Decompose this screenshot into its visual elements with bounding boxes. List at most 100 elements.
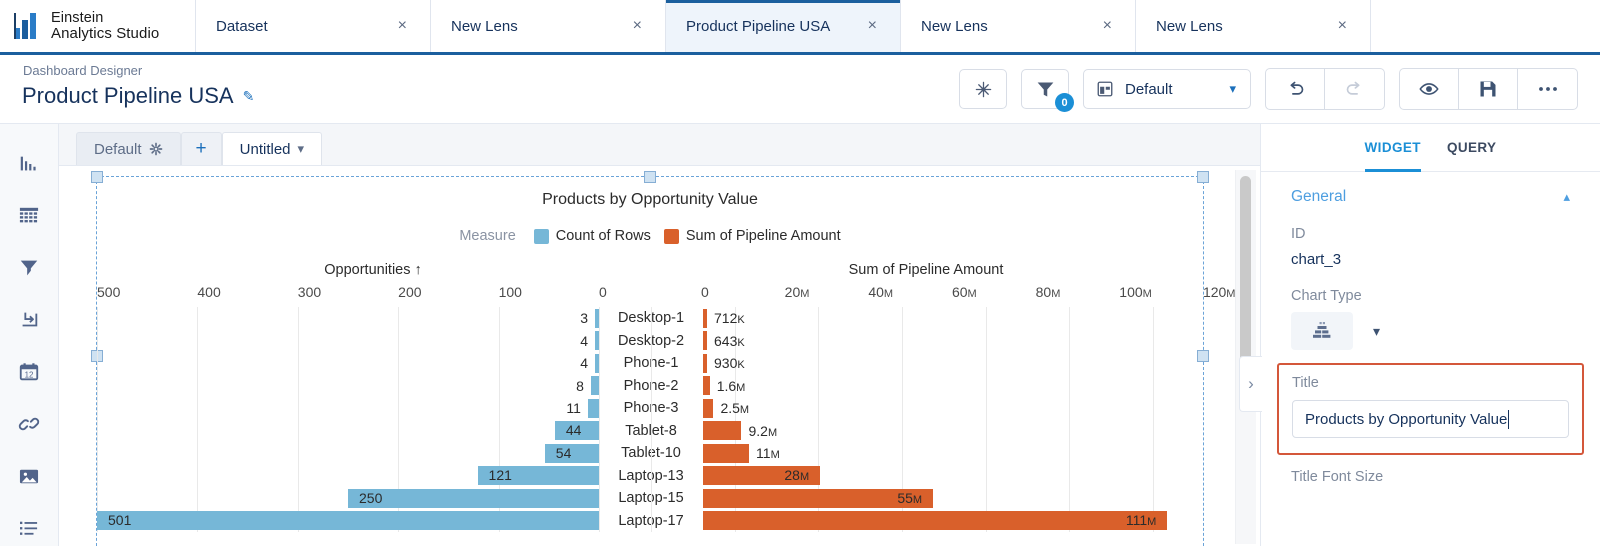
- bar-sum-of-pipeline-amount[interactable]: [703, 331, 707, 351]
- app-brand[interactable]: Einstein Analytics Studio: [0, 0, 196, 52]
- bar-sum-of-pipeline-amount[interactable]: 55M: [703, 488, 934, 508]
- rail-item-chart-widget[interactable]: [15, 150, 43, 178]
- pencil-icon[interactable]: ✎: [242, 87, 255, 104]
- gear-icon[interactable]: [149, 142, 163, 156]
- rail-item-filter-widget[interactable]: [15, 254, 43, 282]
- chart-title: Products by Opportunity Value: [542, 191, 758, 208]
- tab-widget[interactable]: WIDGET: [1365, 124, 1421, 172]
- bar-sum-of-pipeline-amount[interactable]: 111M: [703, 511, 1168, 531]
- undo-button[interactable]: [1266, 69, 1325, 109]
- chevron-down-icon[interactable]: ▾: [297, 141, 305, 156]
- canvas-scrollbar-thumb[interactable]: [1240, 176, 1251, 376]
- close-icon[interactable]: ×: [1102, 17, 1112, 34]
- bar-sum-of-pipeline-amount[interactable]: 28M: [703, 466, 821, 486]
- bar-count-of-rows[interactable]: 44: [554, 421, 599, 441]
- add-page-button[interactable]: +: [180, 132, 222, 165]
- rail-item-link-widget[interactable]: [15, 410, 43, 438]
- close-icon[interactable]: ×: [397, 17, 407, 34]
- chart-row[interactable]: 121 Laptop-13 28M: [97, 465, 1203, 488]
- bar-value-label: 4: [580, 332, 588, 349]
- properties-tabs: WIDGET QUERY: [1261, 124, 1600, 172]
- header-toolbar: 0 Default ▾: [959, 63, 1578, 112]
- general-section-header[interactable]: General ▴: [1291, 188, 1570, 206]
- close-icon[interactable]: ×: [632, 17, 642, 34]
- bar-count-of-rows[interactable]: 121: [477, 466, 599, 486]
- rail-item-image-widget[interactable]: [15, 462, 43, 490]
- bar-count-of-rows[interactable]: [595, 308, 599, 328]
- chart-row[interactable]: 54 Tablet-10 11M: [97, 442, 1203, 465]
- resize-handle-top-right[interactable]: [1197, 171, 1209, 183]
- widget-rail: 12: [0, 123, 59, 546]
- bar-value-label: 250: [359, 489, 383, 506]
- bar-value-label: 2.5M: [720, 400, 750, 417]
- filter-icon: [20, 260, 38, 276]
- bar-value-label: 4: [580, 355, 588, 372]
- bar-count-of-rows[interactable]: [594, 353, 599, 373]
- rail-item-date-widget[interactable]: 12: [15, 358, 43, 386]
- redo-button[interactable]: [1325, 69, 1384, 109]
- chart-row[interactable]: 8 Phone-2 1.6M: [97, 375, 1203, 398]
- legend-item-count-of-rows[interactable]: Count of Rows: [533, 228, 651, 244]
- chevron-down-icon[interactable]: ▾: [1373, 322, 1381, 339]
- bar-sum-of-pipeline-amount[interactable]: [703, 353, 707, 373]
- tab-dataset[interactable]: Dataset ×: [196, 0, 431, 52]
- bar-count-of-rows[interactable]: 501: [97, 511, 599, 531]
- tab-product-pipeline-usa[interactable]: Product Pipeline USA ×: [666, 0, 901, 52]
- category-label: Tablet-10: [621, 445, 681, 462]
- rail-item-container-widget[interactable]: [15, 306, 43, 334]
- chart-row[interactable]: 250 Laptop-15 55M: [97, 487, 1203, 510]
- more-button[interactable]: [1518, 69, 1577, 109]
- bar-count-of-rows[interactable]: 54: [544, 443, 599, 463]
- page-tab-default[interactable]: Default: [76, 132, 181, 165]
- chart-type-row: ▾: [1291, 312, 1570, 350]
- dashboard-header: Dashboard Designer Product Pipeline USA …: [0, 55, 1600, 123]
- chart-row[interactable]: 4 Desktop-2 643K: [97, 330, 1203, 353]
- rail-item-table-widget[interactable]: [15, 202, 43, 230]
- title-field-highlight: Title Products by Opportunity Value: [1277, 363, 1584, 455]
- rail-item-list-widget[interactable]: [15, 514, 43, 542]
- bar-count-of-rows[interactable]: [587, 398, 599, 418]
- bar-sum-of-pipeline-amount[interactable]: [703, 398, 714, 418]
- bar-count-of-rows[interactable]: [594, 331, 599, 351]
- tab-new-lens-2[interactable]: New Lens ×: [901, 0, 1136, 52]
- tab-new-lens-1[interactable]: New Lens ×: [431, 0, 666, 52]
- legend-item-sum-of-pipeline-amount[interactable]: Sum of Pipeline Amount: [663, 228, 841, 244]
- bar-count-of-rows[interactable]: [590, 376, 599, 396]
- bar-count-of-rows[interactable]: 250: [348, 488, 599, 508]
- dashboard-canvas[interactable]: Products by Opportunity Value Measure Co…: [59, 165, 1260, 546]
- annotate-button[interactable]: [959, 69, 1007, 109]
- bar-value-label: 44: [565, 422, 582, 439]
- legend-label: Sum of Pipeline Amount: [685, 228, 841, 244]
- bar-sum-of-pipeline-amount[interactable]: [703, 376, 710, 396]
- panel-collapse-button[interactable]: ›: [1239, 356, 1262, 412]
- tab-query[interactable]: QUERY: [1446, 140, 1497, 155]
- page-title-text: Product Pipeline USA: [22, 83, 234, 108]
- left-bar-cell: 8: [97, 375, 599, 398]
- layout-select[interactable]: Default ▾: [1083, 69, 1251, 109]
- save-button[interactable]: [1459, 69, 1518, 109]
- close-icon[interactable]: ×: [1337, 17, 1347, 34]
- chevron-up-icon[interactable]: ▴: [1563, 189, 1570, 204]
- resize-handle-top-left[interactable]: [91, 171, 103, 183]
- chart-row[interactable]: 501 Laptop-17 111M: [97, 510, 1203, 533]
- tab-new-lens-3[interactable]: New Lens ×: [1136, 0, 1371, 52]
- chart-row[interactable]: 11 Phone-3 2.5M: [97, 397, 1203, 420]
- chart-type-button[interactable]: [1291, 312, 1353, 350]
- bar-sum-of-pipeline-amount[interactable]: [703, 421, 742, 441]
- bar-sum-of-pipeline-amount[interactable]: [703, 308, 707, 328]
- chart-row[interactable]: 3 Desktop-1 712K: [97, 307, 1203, 330]
- preview-button[interactable]: [1400, 69, 1459, 109]
- filter-button[interactable]: 0: [1021, 69, 1074, 112]
- title-input[interactable]: Products by Opportunity Value: [1292, 400, 1569, 438]
- chart-row[interactable]: 4 Phone-1 930K: [97, 352, 1203, 375]
- bar-sum-of-pipeline-amount[interactable]: [703, 443, 750, 463]
- chart-row[interactable]: 44 Tablet-8 9.2M: [97, 420, 1203, 443]
- close-icon[interactable]: ×: [867, 17, 877, 34]
- resize-handle-top-center[interactable]: [644, 171, 656, 183]
- image-icon: [19, 469, 39, 483]
- page-tab-untitled[interactable]: Untitled ▾: [221, 132, 323, 165]
- chart-widget-selected[interactable]: Products by Opportunity Value Measure Co…: [91, 171, 1235, 546]
- dashboard-canvas-area: Default + Untitled ▾: [59, 123, 1260, 546]
- resize-handle-middle-right[interactable]: [1197, 350, 1209, 362]
- chart-plot[interactable]: 3 Desktop-1 712K 4 Desktop-2 643K 4 Phone-1 930K…: [97, 307, 1203, 532]
